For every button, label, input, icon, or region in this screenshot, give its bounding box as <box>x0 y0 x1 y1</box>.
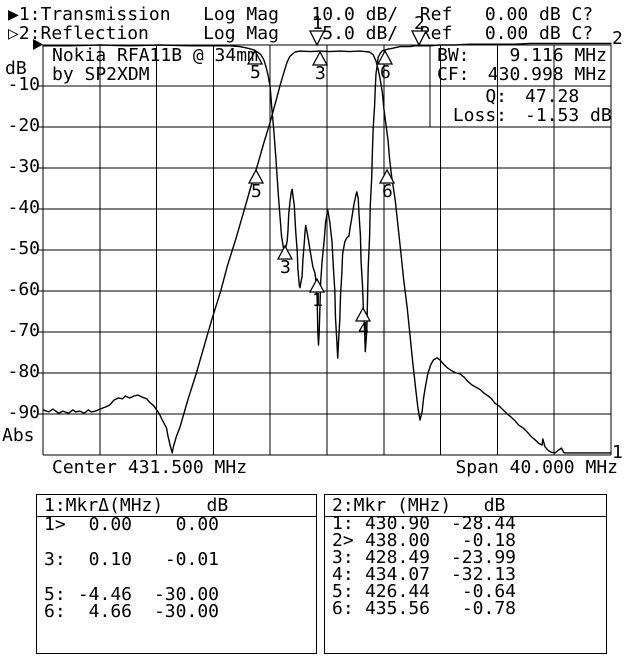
marker-6-symbol-label: 6 <box>380 62 391 83</box>
marker-6-symbol <box>378 168 396 184</box>
table-header-divider <box>37 516 316 517</box>
marker-1-ref-symbol <box>308 30 326 47</box>
marker-2-ref-symbol <box>410 30 428 47</box>
y-axis-abs-label: Abs <box>2 425 35 446</box>
marker-1-symbol <box>308 277 326 293</box>
marker-id: 3: <box>44 549 66 570</box>
marker-db: -0.78 <box>461 598 516 619</box>
table-row: 6: 4.66 -30.00 <box>44 602 219 621</box>
marker-mhz: -4.46 <box>77 584 132 605</box>
marker-db: -0.01 <box>164 549 219 570</box>
marker-table1-header: 1:MkrΔ(MHz) dB <box>44 495 229 516</box>
table-row: 2> 438.00 -0.18 <box>332 531 516 550</box>
table-row: 1: 430.90 -28.44 <box>332 514 516 533</box>
marker-mhz: 0.10 <box>88 549 132 570</box>
marker-table2-header: 2:Mkr (MHz) dB <box>332 495 506 516</box>
marker-id: 6: <box>332 598 354 619</box>
marker-mhz: 4.66 <box>88 601 132 622</box>
y-axis-unit-label: dB <box>5 58 27 79</box>
plot-title: Nokia RFA11B @ 34mm <box>52 45 258 66</box>
marker-3-symbol-label: 3 <box>280 257 291 278</box>
y-tick-label: -40 <box>7 197 40 218</box>
marker-5-symbol-label: 5 <box>250 62 261 83</box>
marker-mhz: 428.49 <box>364 547 430 568</box>
marker-3-symbol <box>276 244 294 260</box>
marker-6-symbol-label: 6 <box>382 181 393 202</box>
table-row: 4: 434.07 -32.13 <box>332 565 516 584</box>
y-tick-label: -70 <box>7 320 40 341</box>
marker-4-symbol <box>354 306 372 322</box>
marker-id: 6: <box>44 601 66 622</box>
marker-5-symbol <box>246 49 264 65</box>
plot-subtitle: by SP2XDM <box>52 64 150 85</box>
y-tick-label: -90 <box>7 402 40 423</box>
marker-3-symbol <box>311 50 329 66</box>
trace1-end-label: 1 <box>612 442 623 463</box>
y-tick-label: -30 <box>7 156 40 177</box>
y-tick-label: -60 <box>7 279 40 300</box>
header-line-transmission: ▶1:Transmission Log Mag 10.0 dB/ Ref 0.0… <box>8 4 594 25</box>
table-row: 5: -4.46 -30.00 <box>44 585 219 604</box>
q-label: Q: <box>485 86 507 107</box>
marker-mhz: 438.00 <box>364 530 430 551</box>
marker-1-symbol-label: 1 <box>312 290 323 311</box>
marker-mhz: 430.90 <box>364 513 430 534</box>
marker-table-trace1: 1:MkrΔ(MHz) dB 1> 0.00 0.00 3: 0.10 -0.01 5:… <box>36 494 317 654</box>
marker-db: -30.00 <box>153 601 219 622</box>
marker-db: -23.99 <box>450 547 516 568</box>
y-tick-label: -10 <box>7 74 40 95</box>
marker-id: 5: <box>44 584 66 605</box>
table-row: 6: 435.56 -0.78 <box>332 599 516 618</box>
marker-1-ref-label: 1 <box>312 13 323 34</box>
marker-mhz: 434.07 <box>364 564 430 585</box>
marker-4-symbol-label: 4 <box>358 319 369 340</box>
marker-2-ref-label: 2 <box>414 13 425 34</box>
marker-id: 1> <box>44 514 66 535</box>
marker-mhz: 0.00 <box>88 514 132 535</box>
marker-mhz: 435.56 <box>364 598 430 619</box>
marker-id: 4: <box>332 564 354 585</box>
y-tick-label: -80 <box>7 361 40 382</box>
x-axis-span-label: Span 40.000 MHz <box>455 457 618 478</box>
q-value: 47.28 <box>525 86 580 107</box>
cf-value: 430.998 MHz <box>487 64 607 85</box>
marker-id: 2> <box>332 530 354 551</box>
sweep-start-arrow-icon <box>33 39 43 50</box>
marker-table-trace2: 2:Mkr (MHz) dB 1: 430.90 -28.44 2> 438.00 -0… <box>324 494 607 654</box>
header-line-reflection: ▷2:Reflection Log Mag 5.0 dB/ Ref 0.00 d… <box>8 23 594 44</box>
marker-3-symbol-label: 3 <box>315 63 326 84</box>
bw-label: BW: <box>437 45 470 66</box>
marker-db: -30.00 <box>153 584 219 605</box>
readout-box <box>429 85 612 128</box>
trace-2-reflection <box>42 42 612 359</box>
cf-label: CF: <box>437 64 470 85</box>
table-row: 5: 426.44 -0.64 <box>332 582 516 601</box>
table-header-divider <box>325 516 606 517</box>
marker-db: -28.44 <box>450 513 516 534</box>
y-tick-label: -50 <box>7 238 40 259</box>
marker-db: 0.00 <box>175 514 219 535</box>
marker-5-symbol <box>247 168 265 184</box>
table-row: 3: 428.49 -23.99 <box>332 548 516 567</box>
trace-1-transmission <box>42 50 612 454</box>
bw-value: 9.116 MHz <box>509 45 607 66</box>
trace2-end-label: 2 <box>612 28 623 49</box>
table-row: 1> 0.00 0.00 <box>44 515 219 534</box>
marker-id: 5: <box>332 581 354 602</box>
marker-db: -0.64 <box>461 581 516 602</box>
loss-label: Loss: <box>452 105 507 126</box>
marker-id: 1: <box>332 513 354 534</box>
marker-id: 3: <box>332 547 354 568</box>
marker-5-symbol-label: 5 <box>251 181 262 202</box>
y-tick-label: -20 <box>7 115 40 136</box>
marker-db: -32.13 <box>450 564 516 585</box>
table-row: 3: 0.10 -0.01 <box>44 550 219 569</box>
loss-value: -1.53 dB <box>525 105 612 126</box>
x-axis-center-label: Center 431.500 MHz <box>52 457 248 478</box>
marker-mhz: 426.44 <box>364 581 430 602</box>
marker-db: -0.18 <box>461 530 516 551</box>
marker-6-symbol <box>376 49 394 65</box>
